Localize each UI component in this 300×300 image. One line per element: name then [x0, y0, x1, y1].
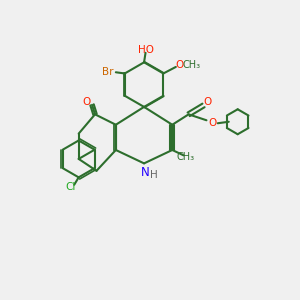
Text: O: O	[176, 60, 184, 70]
Text: Br: Br	[102, 67, 113, 77]
Text: H: H	[150, 170, 158, 180]
Text: Cl: Cl	[65, 182, 76, 192]
Text: N: N	[141, 166, 150, 179]
Text: CH₃: CH₃	[177, 152, 195, 161]
Text: HO: HO	[137, 45, 154, 55]
Text: CH₃: CH₃	[182, 60, 201, 70]
Text: O: O	[208, 118, 217, 128]
Text: O: O	[203, 97, 211, 107]
Text: O: O	[82, 97, 90, 107]
